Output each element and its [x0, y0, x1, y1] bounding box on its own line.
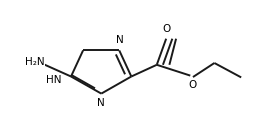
Text: N: N — [116, 35, 124, 45]
Text: H₂N: H₂N — [25, 57, 45, 67]
Text: O: O — [162, 24, 170, 34]
Text: HN: HN — [46, 75, 62, 85]
Text: O: O — [188, 80, 196, 90]
Text: N: N — [98, 98, 105, 108]
